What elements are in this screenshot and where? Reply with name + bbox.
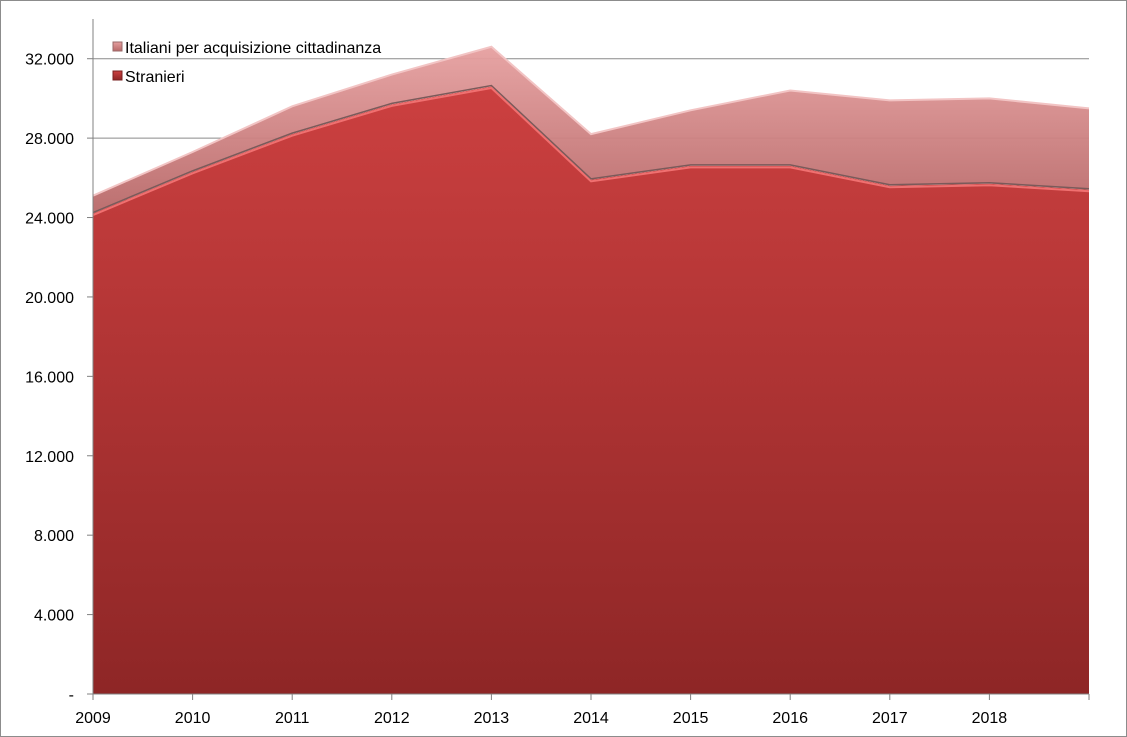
y-tick-label-2: 8.000 bbox=[34, 528, 74, 545]
y-tick-label-3: 12.000 bbox=[25, 449, 74, 466]
x-tick-label-5: 2014 bbox=[573, 710, 609, 727]
x-tick-label-2: 2011 bbox=[275, 710, 310, 727]
x-tick-label-4: 2013 bbox=[474, 710, 510, 727]
x-tick-label-1: 2010 bbox=[175, 710, 211, 727]
y-tick-label-8: 32.000 bbox=[25, 52, 74, 69]
area-stranieri-shadow-edge bbox=[92, 84, 1090, 214]
x-tick-label-0: 2009 bbox=[75, 710, 111, 727]
area-italiani-top-edge bbox=[92, 45, 1090, 197]
area-stranieri-top-edge bbox=[92, 86, 1090, 216]
legend-item-stranieri-swatch bbox=[112, 70, 123, 81]
legend-item-italiani: Italiani per acquisizione cittadinanza bbox=[112, 40, 381, 57]
y-tick-label-1: 4.000 bbox=[34, 608, 74, 625]
y-tick-label-6: 24.000 bbox=[25, 211, 74, 228]
area-italiani bbox=[93, 46, 1089, 214]
y-tick-label-5: 20.000 bbox=[25, 290, 74, 307]
y-tick-label-4: 16.000 bbox=[25, 369, 74, 386]
legend-item-italiani-swatch bbox=[112, 41, 123, 52]
x-tick-label-8: 2017 bbox=[872, 710, 908, 727]
axes: - 4.000 8.000 12.000 16.000 20.000 24.000 28.00… bbox=[25, 19, 1090, 727]
areas bbox=[92, 45, 1090, 694]
legend-item-stranieri-label: Stranieri bbox=[125, 69, 185, 86]
legend-item-stranieri: Stranieri bbox=[112, 69, 185, 86]
y-tick-label-0: - bbox=[69, 687, 74, 704]
x-tick-label-7: 2016 bbox=[772, 710, 808, 727]
legend: Italiani per acquisizione cittadinanza St… bbox=[112, 40, 381, 86]
x-tick-label-9: 2018 bbox=[972, 710, 1008, 727]
legend-item-italiani-label: Italiani per acquisizione cittadinanza bbox=[125, 40, 381, 57]
x-tick-label-6: 2015 bbox=[673, 710, 709, 727]
y-tick-label-7: 28.000 bbox=[25, 131, 74, 148]
x-tick-label-3: 2012 bbox=[374, 710, 410, 727]
area-stranieri bbox=[93, 86, 1089, 694]
